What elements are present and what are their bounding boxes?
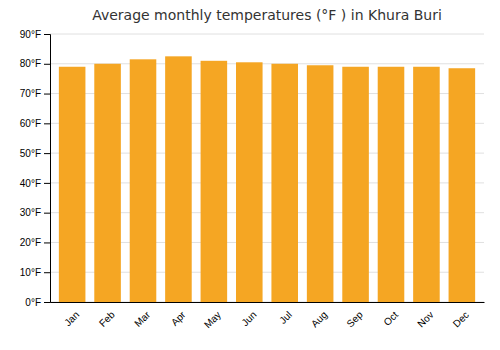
bar <box>378 67 405 302</box>
y-tick-label: 50°F <box>20 148 41 159</box>
x-tick: Aug <box>309 309 329 329</box>
x-tick: Dec <box>451 309 471 329</box>
y-tick-mark <box>44 242 50 243</box>
y-tick-label: 90°F <box>20 29 41 40</box>
y-tick-label: 20°F <box>20 237 41 248</box>
y-tick: 0°F <box>25 297 50 308</box>
y-tick-label: 10°F <box>20 267 41 278</box>
y-tick: 30°F <box>20 207 50 218</box>
y-tick-label: 30°F <box>20 207 41 218</box>
y-tick-mark <box>44 302 50 303</box>
x-axis: Jan Feb Mar Apr May Jun Jul Aug Sep Oct Nov Dec <box>51 303 485 331</box>
y-axis-line <box>44 35 51 303</box>
y-tick: 50°F <box>20 148 50 159</box>
x-tick-label: Jun <box>239 309 258 328</box>
x-tick-label: Dec <box>451 309 471 329</box>
y-tick-mark <box>44 183 50 184</box>
y-tick-mark <box>44 94 50 95</box>
y-tick-label: 40°F <box>20 178 41 189</box>
x-tick-label: Aug <box>309 309 329 329</box>
x-tick-label: Jan <box>62 309 81 328</box>
y-tick-mark <box>44 272 50 273</box>
y-tick: 60°F <box>20 118 50 129</box>
y-tick-label: 80°F <box>20 58 41 69</box>
bar <box>307 65 334 302</box>
bar <box>130 59 157 302</box>
x-tick: Jun <box>239 309 258 328</box>
bar <box>59 67 86 302</box>
x-tick: Jan <box>62 309 81 328</box>
x-tick: Sep <box>344 309 365 330</box>
y-tick-mark <box>44 123 50 124</box>
y-tick-label: 0°F <box>25 297 41 308</box>
y-tick: 10°F <box>20 267 50 278</box>
y-tick: 40°F <box>20 178 50 189</box>
x-axis-line <box>51 302 485 303</box>
bar <box>271 64 298 302</box>
x-tick-label: May <box>202 309 223 330</box>
bar <box>342 67 369 302</box>
bar <box>165 56 192 302</box>
bar <box>201 61 228 302</box>
x-tick: Feb <box>97 309 117 329</box>
x-tick: Jul <box>277 309 294 326</box>
grid <box>50 34 484 302</box>
x-tick-label: Feb <box>97 309 117 329</box>
x-tick-label: Nov <box>415 309 435 329</box>
x-tick: Oct <box>381 309 400 328</box>
x-tick-label: Sep <box>344 309 365 330</box>
y-tick: 70°F <box>20 88 50 99</box>
y-tick: 80°F <box>20 58 50 69</box>
plot: 0°F 10°F 20°F 30°F 40°F 50°F 60°F 70°F 80°F 90°F J… <box>20 29 485 331</box>
x-tick-label: Jul <box>277 309 294 326</box>
bar <box>94 64 121 302</box>
x-tick-label: Mar <box>132 309 152 329</box>
y-tick-mark <box>44 213 50 214</box>
x-tick: Apr <box>169 309 188 328</box>
bars <box>59 56 475 302</box>
y-tick-mark <box>44 153 50 154</box>
bar <box>449 68 476 302</box>
bar <box>413 67 440 302</box>
grid-line <box>50 34 484 35</box>
x-tick: May <box>202 309 223 330</box>
x-tick: Nov <box>415 309 435 329</box>
y-tick-label: 70°F <box>20 88 41 99</box>
chart: 0°F 10°F 20°F 30°F 40°F 50°F 60°F 70°F 80°F 90°F J… <box>0 0 500 350</box>
y-axis: 0°F 10°F 20°F 30°F 40°F 50°F 60°F 70°F 80°F 90°F <box>20 29 51 308</box>
y-tick: 90°F <box>20 29 50 40</box>
x-tick: Mar <box>132 309 152 329</box>
x-tick-label: Oct <box>381 309 400 328</box>
y-tick-label: 60°F <box>20 118 41 129</box>
x-tick-label: Apr <box>169 309 188 328</box>
title: Average monthly temperatures (°F ) in Kh… <box>92 7 442 23</box>
y-tick: 20°F <box>20 237 50 248</box>
y-tick-mark <box>44 34 50 35</box>
bar <box>236 62 263 302</box>
y-tick-mark <box>44 64 50 65</box>
